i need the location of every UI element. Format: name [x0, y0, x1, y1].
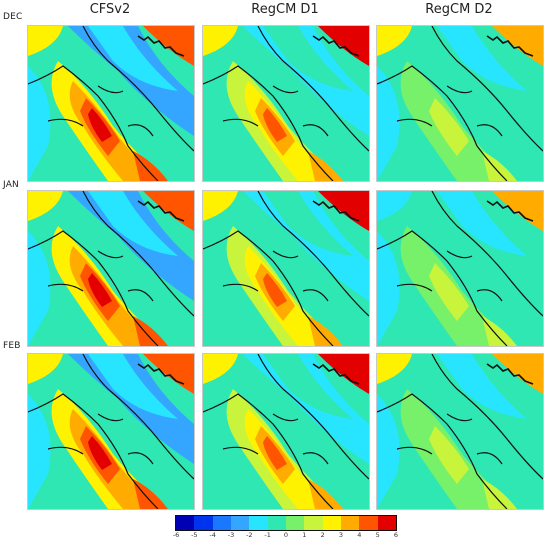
colorbar-tick-label: -6: [172, 531, 180, 539]
colorbar-tick-label: 4: [357, 531, 362, 539]
colorbar-tick-label: -3: [227, 531, 235, 539]
colorbar-tick-label: -5: [191, 531, 198, 539]
map-panel-dec-regcm-d1: [202, 25, 370, 182]
map-panel-feb-cfsv2: [27, 353, 195, 510]
colorbar-swatch-7: [304, 516, 323, 530]
column-title-regcm-d2: RegCM D2: [425, 2, 493, 17]
map-panel-jan-regcm-d1: [202, 190, 370, 347]
colorbar: [175, 515, 397, 531]
colorbar-swatch-3: [230, 516, 250, 530]
colorbar-tick-label: 2: [320, 531, 325, 539]
colorbar-swatch-11: [377, 516, 396, 530]
row-label-feb: FEB: [3, 341, 21, 351]
colorbar-swatch-9: [340, 516, 360, 530]
colorbar-tick-label: 6: [393, 531, 399, 539]
map-panel-feb-regcm-d1: [202, 353, 370, 510]
column-title-cfsv2: CFSv2: [89, 2, 131, 17]
row-label-jan: JAN: [3, 180, 19, 190]
colorbar-swatch-2: [212, 516, 231, 530]
colorbar-tick-label: -1: [264, 531, 271, 539]
colorbar-swatch-0: [176, 516, 195, 530]
map-panel-jan-regcm-d2: [376, 190, 544, 347]
map-panel-dec-regcm-d2: [376, 25, 544, 182]
map-panel-feb-regcm-d2: [376, 353, 544, 510]
colorbar-tick-label: 1: [302, 531, 307, 539]
row-label-dec: DEC: [3, 12, 23, 22]
column-title-regcm-d1: RegCM D1: [251, 2, 319, 17]
colorbar-tick-label: -4: [209, 531, 216, 539]
colorbar-swatch-6: [285, 516, 305, 530]
colorbar-tick-label: 5: [375, 531, 380, 539]
colorbar-swatch-10: [359, 516, 378, 530]
colorbar-tick-label: -2: [246, 531, 253, 539]
colorbar-tick-label: 0: [283, 531, 289, 539]
map-panel-jan-cfsv2: [27, 190, 195, 347]
colorbar-swatch-8: [322, 516, 341, 530]
colorbar-tick-label: 3: [338, 531, 344, 539]
map-panel-dec-cfsv2: [27, 25, 195, 182]
colorbar-swatch-1: [194, 516, 213, 530]
colorbar-swatch-5: [267, 516, 286, 530]
colorbar-swatch-4: [249, 516, 268, 530]
